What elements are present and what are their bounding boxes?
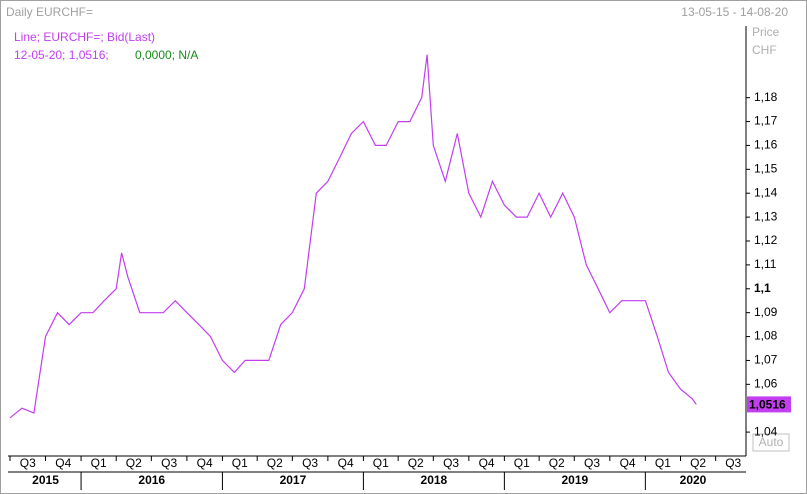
x-tick-label: Q2	[126, 456, 142, 470]
year-label: 2016	[138, 473, 165, 487]
chart-title: Daily EURCHF=	[6, 5, 93, 19]
x-tick-label: Q1	[91, 456, 107, 470]
year-label: 2020	[680, 473, 707, 487]
readout-main: 12-05-20; 1,0516;	[14, 48, 109, 62]
readout-extra: 0,0000; N/A	[135, 48, 198, 62]
y-tick-label: 1,13	[754, 209, 778, 223]
x-tick-label: Q4	[338, 456, 354, 470]
y-tick-label: 1,09	[754, 305, 778, 319]
x-tick-label: Q1	[232, 456, 248, 470]
x-tick-label: Q3	[725, 456, 741, 470]
last-value-box	[747, 396, 791, 413]
x-tick-label: Q4	[479, 456, 495, 470]
x-tick-label: Q3	[20, 456, 36, 470]
year-label: 2017	[280, 473, 307, 487]
year-label: 2015	[32, 473, 59, 487]
x-tick-label: Q2	[549, 456, 565, 470]
x-tick-label: Q4	[197, 456, 213, 470]
y-tick-label: 1,07	[754, 353, 778, 367]
auto-button-label[interactable]: Auto	[759, 435, 784, 449]
year-label: 2019	[562, 473, 589, 487]
y-tick-label: 1,11	[754, 257, 777, 271]
y-tick-label: 1,12	[754, 233, 778, 247]
last-value-label: 1,0516	[749, 398, 786, 412]
y-tick-label: 1,18	[754, 90, 778, 104]
y-tick-label: 1,04	[754, 424, 778, 438]
x-tick-label: Q1	[514, 456, 530, 470]
y-tick-label: 1,06	[754, 377, 778, 391]
y-tick-label: 1,1	[754, 281, 771, 295]
x-tick-label: Q2	[408, 456, 424, 470]
price-line	[9, 54, 697, 419]
y-tick-label: 1,17	[754, 114, 778, 128]
x-tick-label: Q3	[584, 456, 600, 470]
x-tick-label: Q3	[161, 456, 177, 470]
y-tick-label: 1,16	[754, 138, 778, 152]
x-tick-label: Q1	[373, 456, 389, 470]
legend-line: Line; EURCHF=; Bid(Last)	[14, 30, 155, 44]
x-tick-label: Q4	[620, 456, 636, 470]
y-axis-label: Price	[752, 25, 780, 39]
y-tick-label: 1,14	[754, 185, 778, 199]
year-label: 2018	[421, 473, 448, 487]
x-tick-label: Q1	[655, 456, 671, 470]
x-tick-label: Q4	[55, 456, 71, 470]
x-tick-label: Q3	[302, 456, 318, 470]
y-tick-label: 1,08	[754, 329, 778, 343]
x-tick-label: Q2	[267, 456, 283, 470]
y-tick-label: 1,15	[754, 162, 778, 176]
auto-button[interactable]	[752, 433, 790, 452]
date-range: 13-05-15 - 14-08-20	[681, 5, 788, 19]
x-tick-label: Q3	[443, 456, 459, 470]
x-tick-label: Q2	[690, 456, 706, 470]
y-axis-unit: CHF	[752, 43, 777, 57]
